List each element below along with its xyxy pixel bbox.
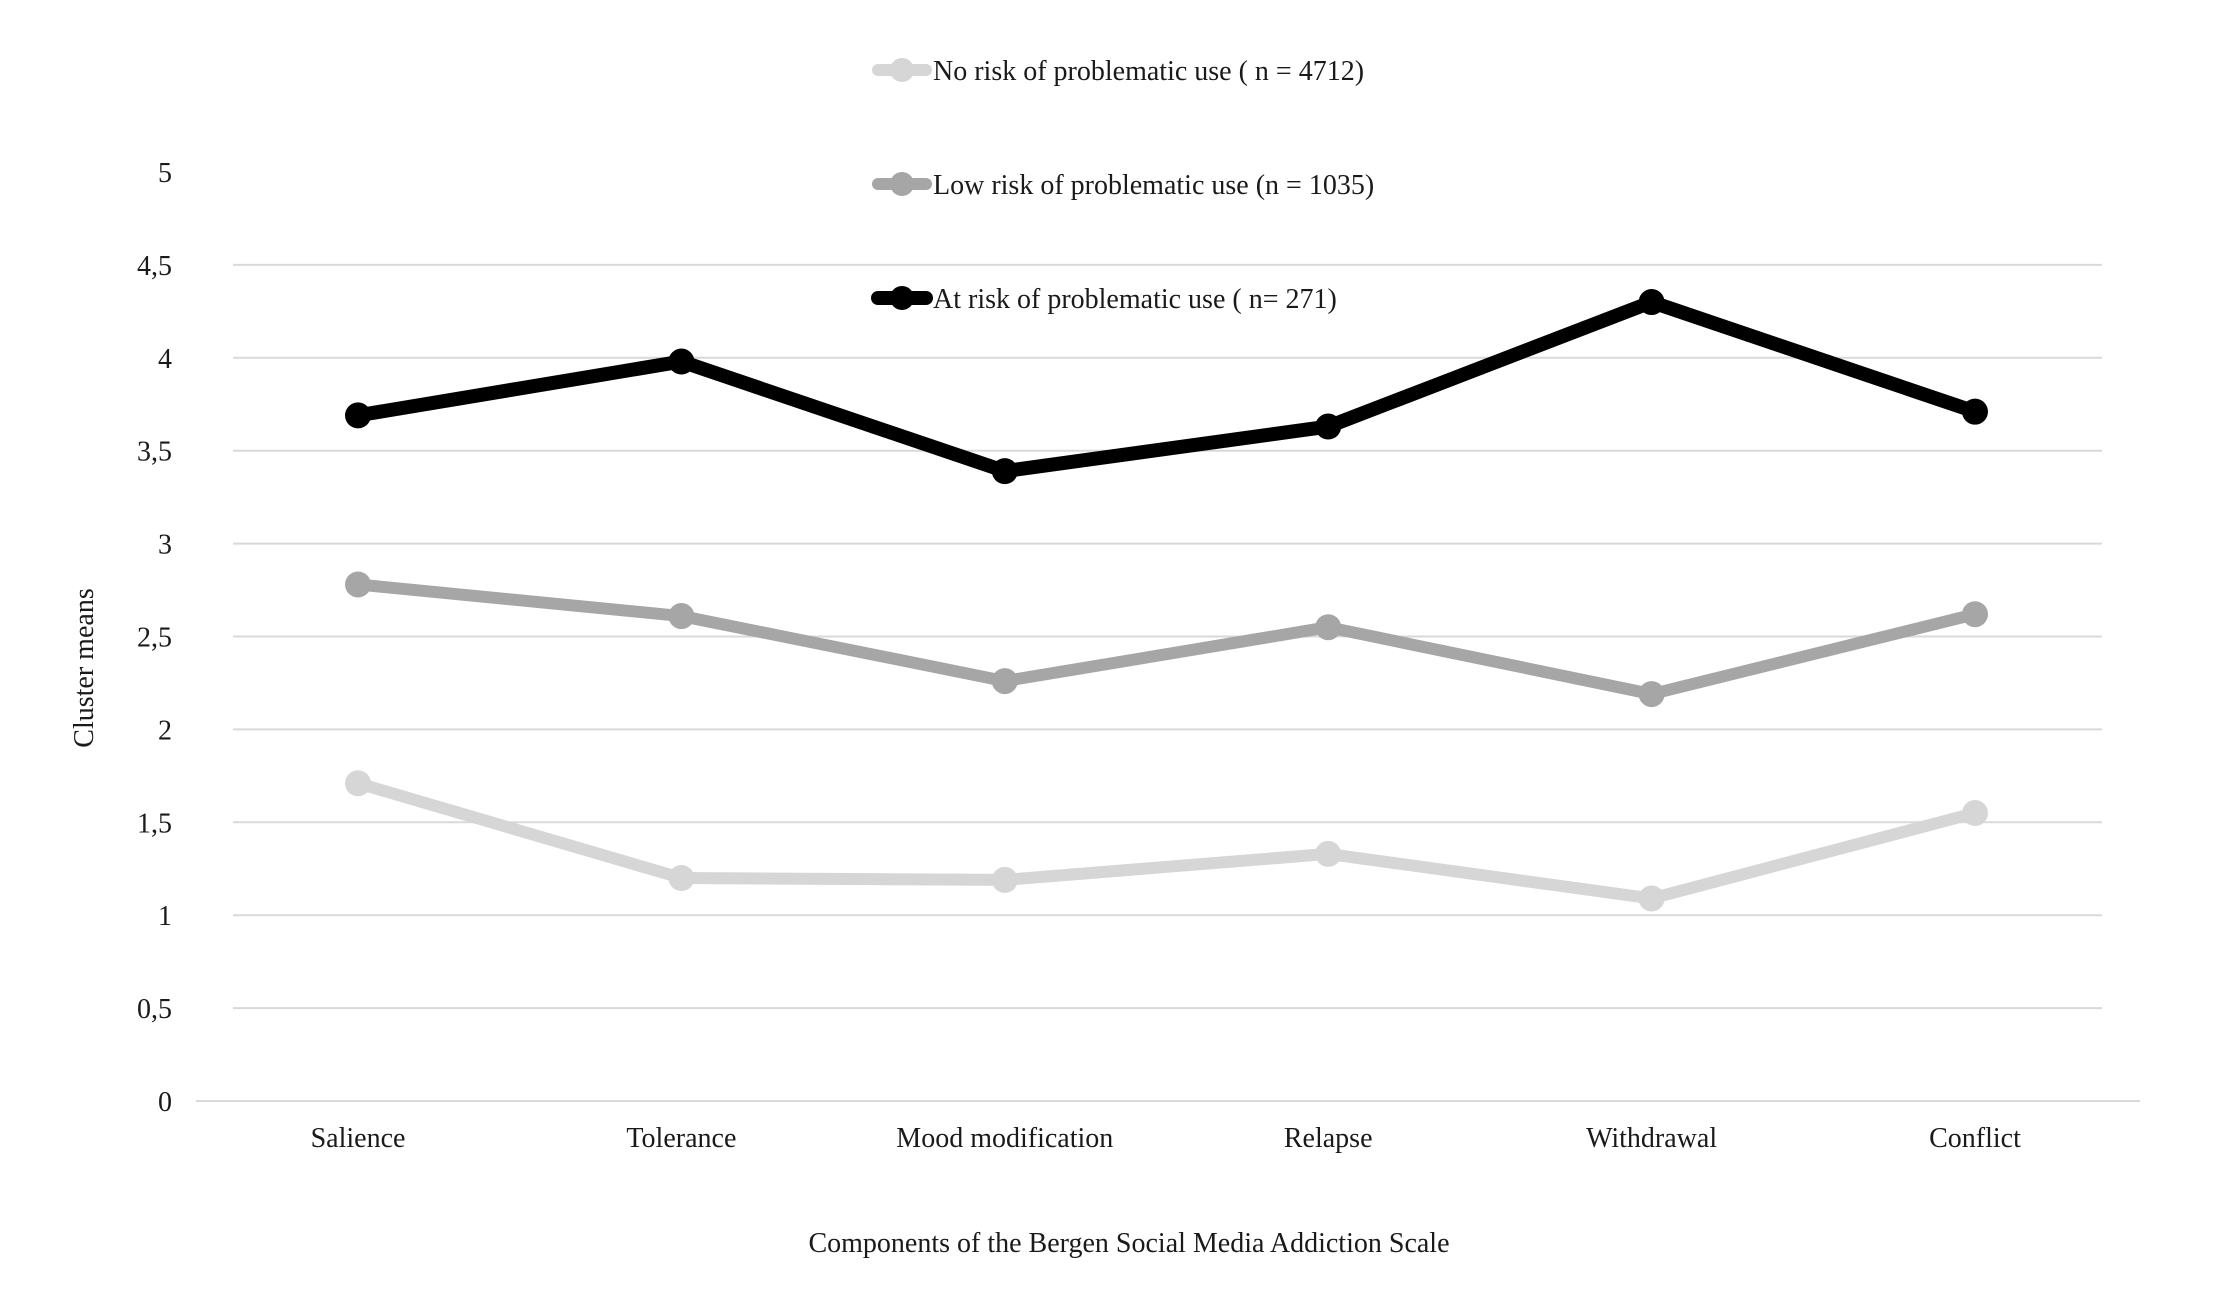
series-line: [352, 777, 1981, 905]
legend-label: Low risk of problematic use (n = 1035): [933, 170, 1374, 201]
data-point: [668, 865, 695, 892]
series-3: [345, 289, 1988, 485]
x-tick-label: Relapse: [1284, 1123, 1373, 1154]
y-tick-label: 2,5: [137, 623, 172, 654]
y-tick-label: 1: [158, 901, 172, 932]
series-line: [352, 578, 1981, 701]
series-lines: [345, 289, 1988, 912]
data-point: [1962, 398, 1988, 425]
y-tick-label: 3,5: [137, 437, 172, 468]
x-tick-label: Salience: [311, 1123, 406, 1154]
x-axis-title: Components of the Bergen Social Media Ad…: [808, 1228, 1449, 1259]
data-point: [1638, 289, 1665, 316]
legend-label: At risk of problematic use ( n= 271): [933, 284, 1337, 315]
data-point: [345, 571, 371, 598]
y-tick-label: 4: [158, 344, 172, 375]
y-axis-ticks: 0 0,5 1 1,5 2 2,5 3 3,5 4 4,5 5: [137, 158, 172, 1118]
y-tick-label: 0,5: [137, 994, 172, 1025]
y-tick-label: 1,5: [137, 808, 172, 839]
y-tick-label: 2: [158, 715, 172, 746]
data-point: [1315, 614, 1342, 641]
data-point: [1638, 885, 1665, 912]
legend-item: Low risk of problematic use (n = 1035): [872, 170, 1374, 201]
series-1: [345, 770, 1988, 912]
gridlines: [196, 263, 2140, 1102]
legend-marker: [890, 172, 914, 196]
x-axis-ticks: Salience Tolerance Mood modification Relaps…: [311, 1123, 2022, 1154]
data-point: [1962, 800, 1988, 827]
x-tick-label: Conflict: [1929, 1123, 2021, 1154]
data-point: [1315, 413, 1342, 440]
y-tick-label: 4,5: [137, 251, 172, 282]
data-point: [991, 458, 1018, 485]
series-2: [345, 571, 1988, 708]
y-tick-label: 0: [158, 1087, 172, 1118]
series-line: [351, 295, 1982, 479]
y-axis-title: Cluster means: [69, 588, 100, 747]
data-point: [345, 770, 371, 797]
y-tick-label: 3: [158, 530, 172, 561]
data-point: [991, 668, 1018, 695]
legend-marker: [890, 286, 914, 310]
legend-label: No risk of problematic use ( n = 4712): [933, 56, 1364, 87]
data-point: [1315, 840, 1342, 867]
data-point: [1962, 601, 1988, 628]
legend-item: At risk of problematic use ( n= 271): [871, 284, 1337, 315]
data-point: [345, 402, 371, 429]
legend: No risk of problematic use ( n = 4712) Lo…: [871, 56, 1374, 315]
legend-item: No risk of problematic use ( n = 4712): [872, 56, 1364, 87]
data-point: [1638, 681, 1665, 708]
data-point: [991, 866, 1018, 893]
data-point: [668, 348, 695, 375]
legend-marker: [890, 58, 914, 82]
y-tick-label: 5: [158, 158, 172, 189]
x-tick-label: Mood modification: [896, 1123, 1113, 1154]
x-tick-label: Withdrawal: [1586, 1123, 1717, 1154]
data-point: [668, 603, 695, 630]
x-tick-label: Tolerance: [626, 1123, 736, 1154]
